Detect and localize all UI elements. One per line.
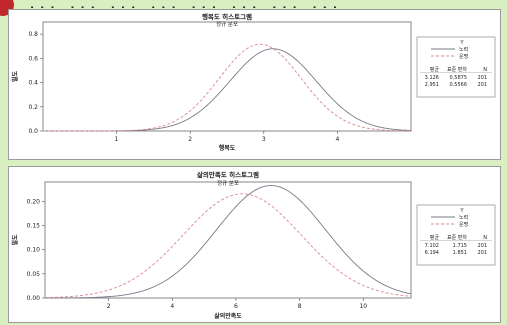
y-tick-label: 0.2 (28, 104, 38, 111)
x-tick-label: 3 (262, 136, 266, 143)
density-curve-1 (43, 43, 412, 132)
x-tick-label: 6 (234, 303, 238, 310)
legend-series-name: 운명 (459, 221, 468, 228)
y-axis-label: 밀도 (11, 234, 19, 246)
stats-value-cell: 7.102 (425, 243, 439, 249)
legend-series-name: 노력 (459, 214, 468, 221)
y-tick-label: 0.0 (28, 128, 38, 135)
legend-box (416, 36, 496, 98)
stats-value-cell: 201 (477, 75, 487, 81)
y-tick-label: 0.6 (28, 55, 38, 62)
stats-header-cell: 표준 편차 (447, 234, 467, 241)
y-tick-label: 0.8 (28, 31, 38, 38)
chart-subtitle: 정규 분포 (217, 180, 239, 187)
stats-value-cell: 201 (477, 82, 487, 88)
y-axis-label: 밀도 (11, 71, 19, 83)
y-tick-label: 0.10 (27, 247, 41, 254)
stats-value-cell: 201 (477, 250, 487, 256)
y-tick-label: 0.4 (28, 80, 38, 87)
y-tick-label: 0.00 (27, 295, 41, 302)
stats-value-cell: 3.126 (425, 75, 439, 81)
stats-value-cell: 6.194 (425, 250, 439, 256)
density-curve-0 (43, 48, 412, 132)
chart-title: 삶의만족도 히스토그램 (197, 170, 259, 179)
stats-header-cell: 평균 (430, 66, 440, 73)
y-tick-label: 0.20 (27, 198, 41, 205)
density-curve-0 (45, 185, 412, 299)
x-tick-label: 1 (115, 136, 119, 143)
legend-box (416, 204, 496, 266)
stats-value-cell: 1.715 (453, 243, 467, 249)
stats-header-cell: N (483, 67, 487, 73)
legend-title: Y (459, 208, 464, 214)
chart-subtitle: 정규 분포 (216, 21, 238, 28)
x-axis-label: 삶의만족도 (214, 312, 242, 320)
x-tick-label: 4 (170, 303, 174, 310)
x-tick-label: 4 (335, 136, 339, 143)
chart-panel-life-satisfaction: 삶의만족도 히스토그램 정규 분포 0.00 0.05 0.10 0.15 0.20 2 4 6 8… (8, 166, 501, 323)
legend-series-name: 노력 (459, 46, 468, 53)
x-tick-label: 2 (188, 136, 192, 143)
stats-value-cell: 2.951 (425, 82, 439, 88)
legend-series-name: 운명 (459, 53, 468, 60)
stats-header-cell: N (483, 235, 487, 241)
plot-area-frame (44, 181, 412, 299)
x-tick-label: 8 (298, 303, 302, 310)
cropped-heading: ··· ··· ··· ··· ··· ··· ··· ··· (30, 2, 490, 8)
y-tick-label: 0.05 (27, 271, 41, 278)
stats-value-cell: 0.5566 (450, 82, 468, 88)
stats-header-cell: 표준 편차 (447, 66, 467, 73)
stats-value-cell: 0.5875 (450, 75, 468, 81)
stats-header-cell: 평균 (430, 234, 440, 241)
x-axis-label: 행복도 (219, 144, 236, 152)
chart-title: 행복도 히스토그램 (202, 12, 252, 21)
density-curve-1 (44, 193, 412, 299)
stats-value-cell: 1.851 (453, 250, 467, 256)
stats-value-cell: 201 (477, 243, 487, 249)
x-tick-label: 2 (107, 303, 111, 310)
x-tick-label: 10 (359, 303, 367, 310)
y-tick-label: 0.15 (27, 223, 41, 230)
plot-area-frame (42, 21, 412, 132)
legend-title: Y (459, 40, 464, 46)
chart-panel-happiness: 행복도 히스토그램 정규 분포 0.0 0.2 0.4 0.6 0.8 1 2 3 4 행복도 밀도 Y 노… (8, 9, 501, 160)
